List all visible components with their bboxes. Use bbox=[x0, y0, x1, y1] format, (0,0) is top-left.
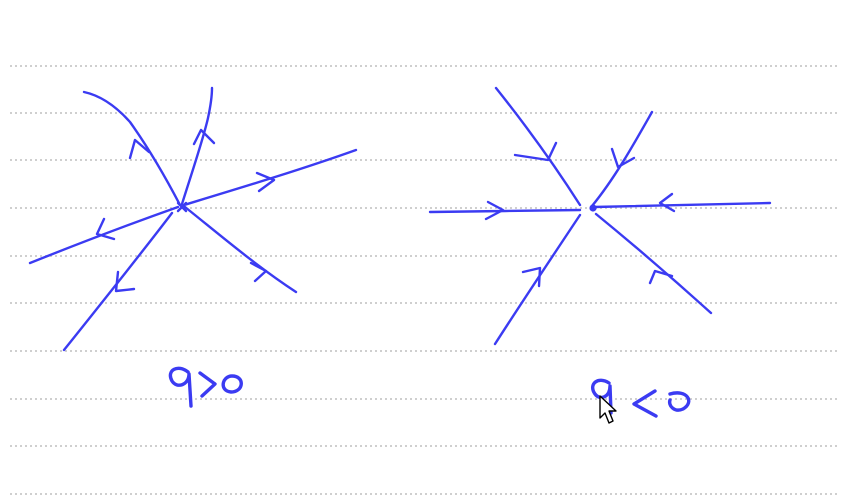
caption-letter-q bbox=[591, 378, 613, 415]
arrowhead-right bbox=[255, 171, 276, 193]
arrowhead-upper-left bbox=[128, 138, 151, 160]
trajectory-lower-right bbox=[594, 212, 713, 315]
trajectory-left bbox=[28, 205, 180, 265]
trajectory-lower-right bbox=[183, 205, 298, 294]
sink-node-dot bbox=[589, 204, 597, 212]
arrowhead-upper bbox=[192, 128, 216, 146]
arrowhead-lower-right bbox=[648, 269, 674, 285]
arrowhead-upper-right bbox=[610, 147, 636, 169]
trajectory-left bbox=[428, 208, 582, 214]
source-phase-portrait bbox=[28, 86, 358, 352]
trajectory-right bbox=[592, 201, 772, 209]
caption-digit-zero bbox=[667, 391, 691, 412]
caption-greater-than-sign bbox=[198, 371, 217, 398]
caption-q-greater-than-zero bbox=[168, 366, 243, 408]
trajectory-upper-left bbox=[82, 90, 182, 207]
caption-letter-q bbox=[168, 366, 193, 408]
arrowhead-lower-left bbox=[521, 266, 542, 288]
trajectory-upper-right bbox=[590, 110, 654, 208]
arrowhead-left bbox=[95, 217, 116, 241]
arrowhead-lower-right bbox=[249, 261, 268, 283]
trajectory-upper bbox=[180, 86, 214, 206]
mouse-pointer-icon bbox=[599, 395, 617, 424]
source-node-mark bbox=[176, 201, 188, 213]
arrowhead-right bbox=[658, 192, 676, 213]
trajectory-upper-left bbox=[494, 86, 582, 207]
trajectory-lower-left bbox=[493, 213, 582, 346]
sink-phase-portrait bbox=[428, 86, 772, 346]
trajectory-lower-left bbox=[62, 211, 174, 352]
arrowhead-upper-left bbox=[513, 141, 558, 162]
caption-digit-zero bbox=[221, 374, 243, 394]
arrowhead-left bbox=[484, 200, 505, 221]
caption-q-less-than-zero bbox=[591, 378, 691, 418]
arrowhead-lower-left bbox=[114, 270, 136, 293]
caption-less-than-sign bbox=[632, 389, 658, 418]
ruled-lines bbox=[10, 65, 840, 495]
